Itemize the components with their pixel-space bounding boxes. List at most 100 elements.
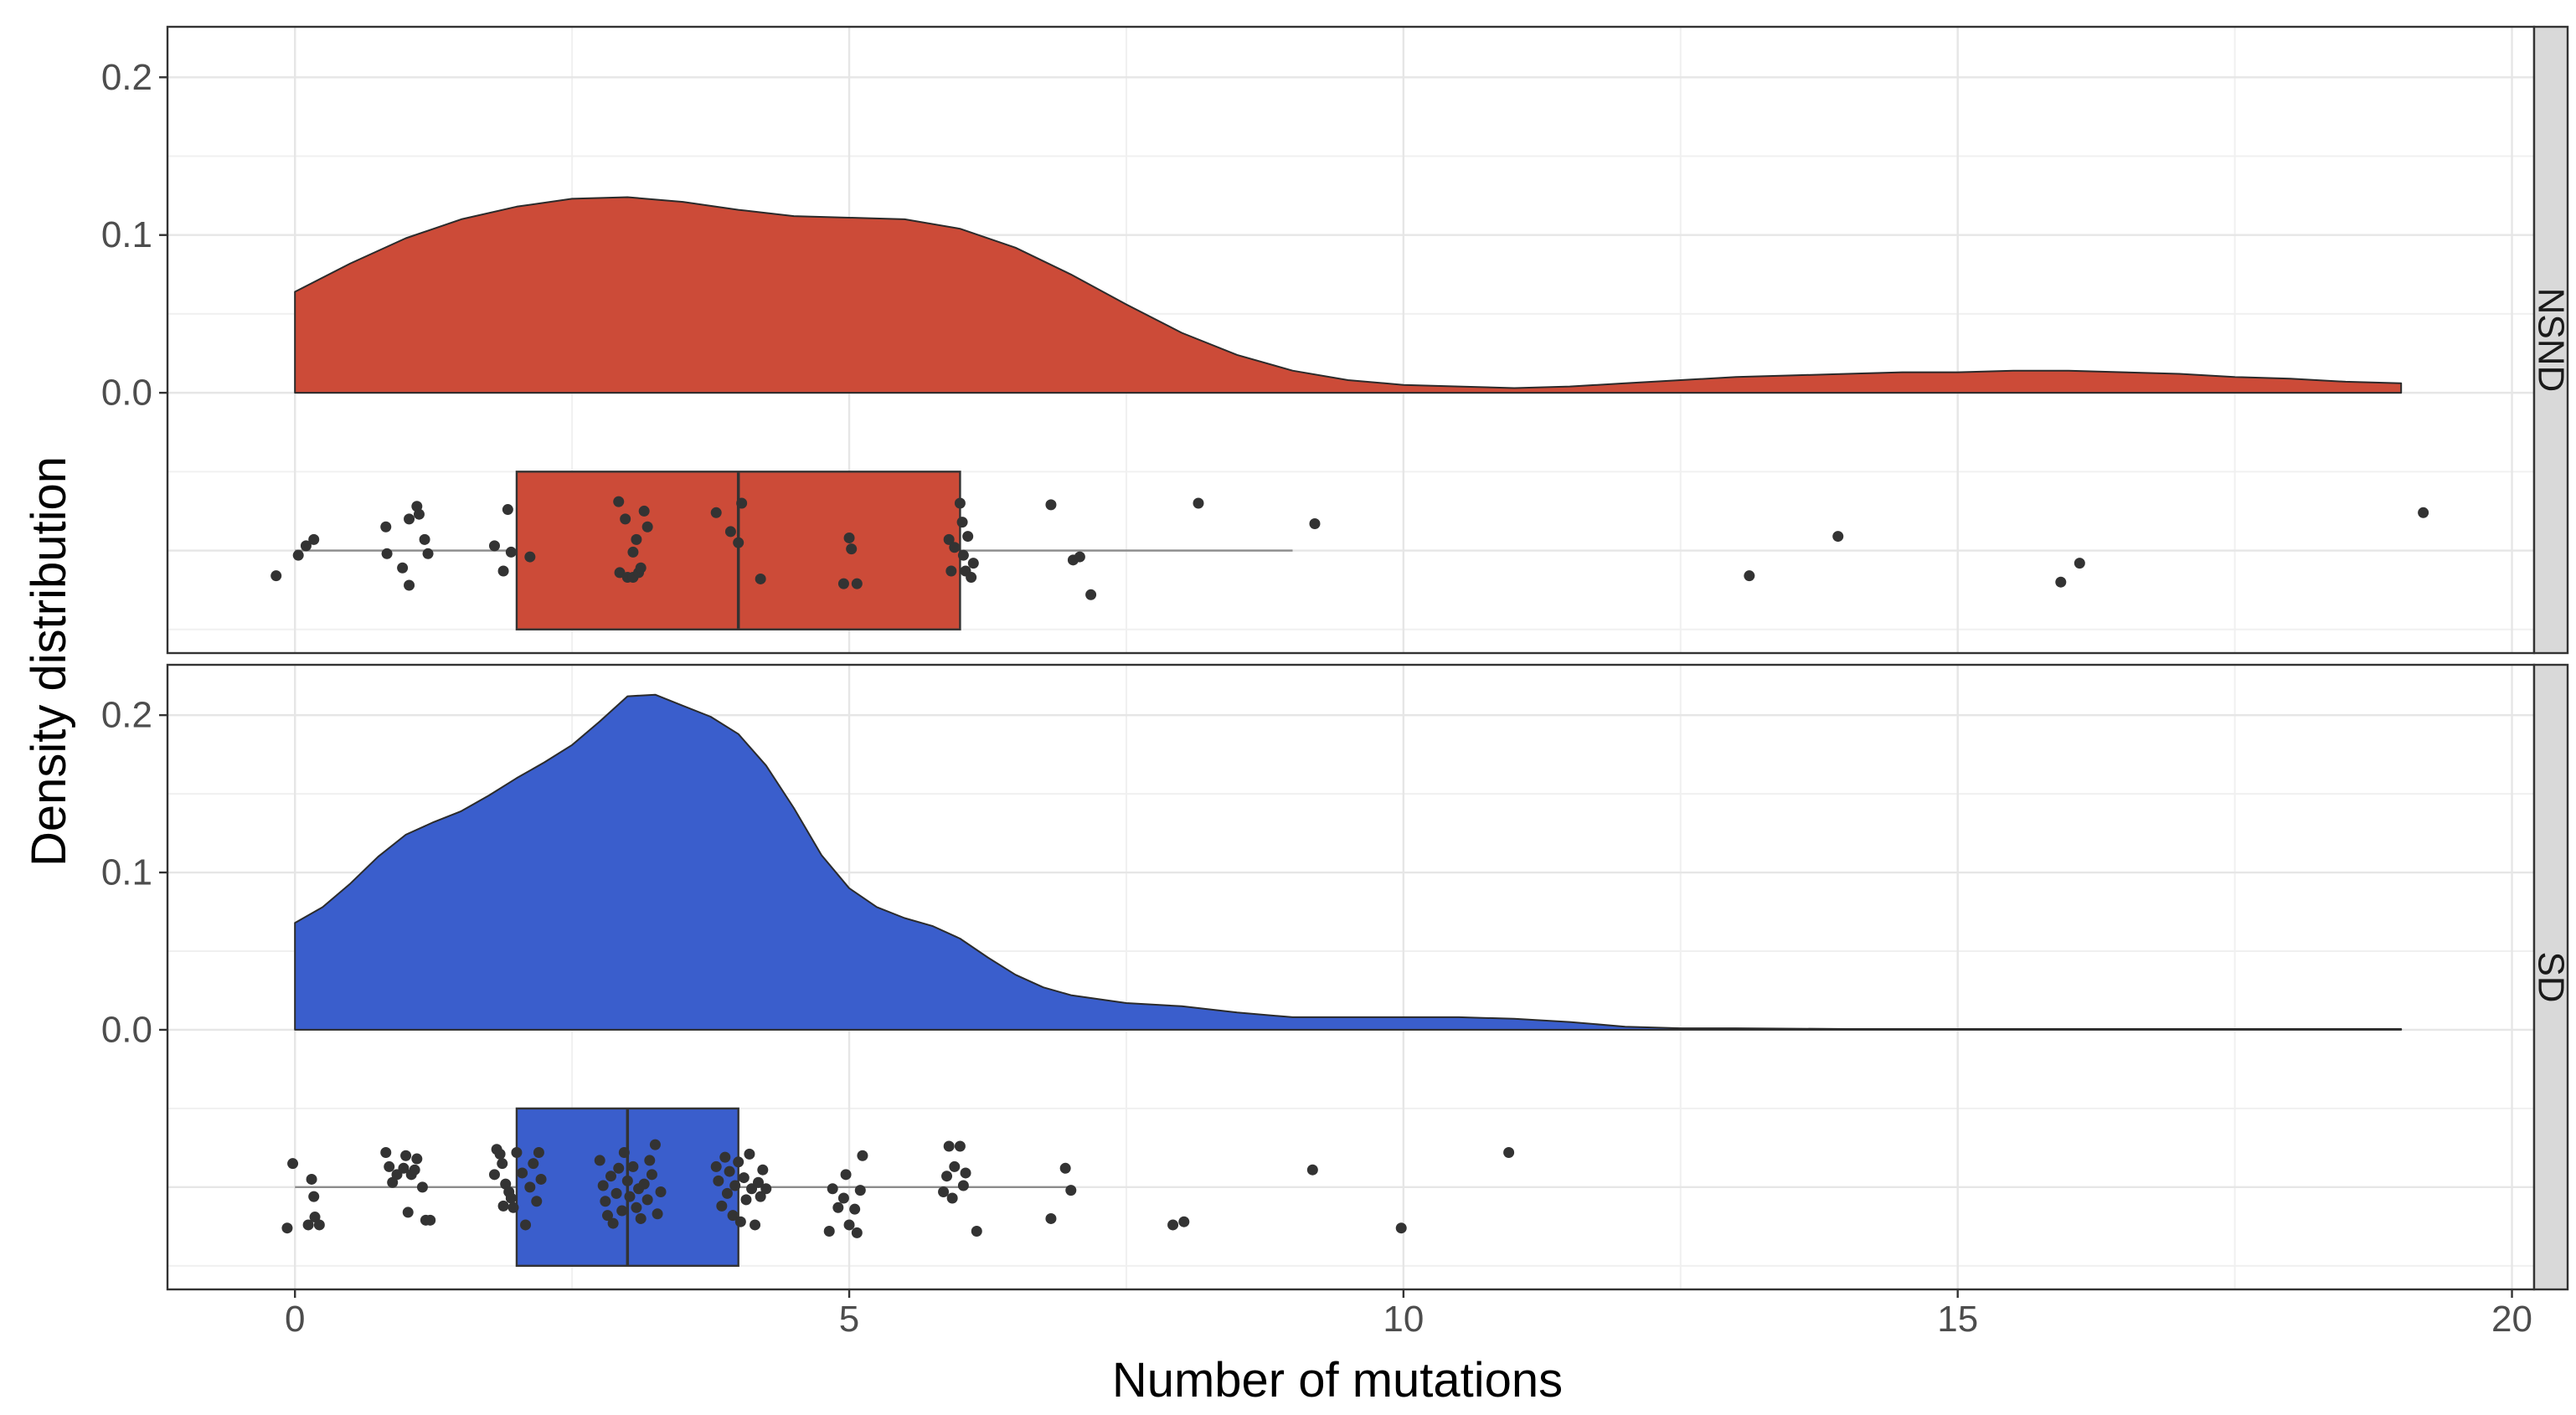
data-point <box>300 540 312 552</box>
data-point <box>719 1151 731 1163</box>
data-point <box>967 558 979 569</box>
panel-nsnd: NSND 0.0 0.1 0.2 <box>101 25 2572 655</box>
density-area <box>294 693 2403 1031</box>
data-point <box>380 1147 392 1159</box>
data-point <box>505 546 517 558</box>
y-axis-title: Density distribution <box>22 456 76 867</box>
data-point <box>971 1225 982 1237</box>
data-point <box>1045 1212 1057 1224</box>
data-point <box>641 521 653 533</box>
data-point <box>511 1147 523 1159</box>
data-point <box>605 1171 616 1182</box>
data-point <box>740 1194 752 1206</box>
data-point <box>409 1164 420 1176</box>
data-point <box>631 1201 642 1213</box>
data-point <box>846 543 858 555</box>
facet-strip-label: NSND <box>2531 288 2572 393</box>
data-point <box>960 1167 971 1179</box>
data-point <box>744 1148 755 1160</box>
facet-strip <box>2532 663 2569 1291</box>
data-point <box>736 497 748 509</box>
data-point <box>413 508 425 520</box>
x-tick-label: 5 <box>839 1299 859 1340</box>
data-point <box>957 1180 969 1191</box>
data-point <box>1045 499 1057 511</box>
data-point <box>1306 1164 1318 1176</box>
data-point <box>524 551 536 563</box>
data-point <box>533 1147 544 1159</box>
data-point <box>380 521 392 533</box>
data-point <box>1065 1185 1077 1196</box>
data-point <box>2418 507 2429 518</box>
data-point <box>652 1208 663 1220</box>
data-point <box>488 540 500 552</box>
data-point <box>535 1173 547 1185</box>
data-point <box>416 1181 428 1193</box>
x-tick-label: 0 <box>285 1299 305 1340</box>
data-point <box>760 1183 772 1195</box>
data-point <box>1395 1222 1407 1234</box>
data-point <box>849 1203 861 1215</box>
data-point <box>755 1191 766 1202</box>
data-point <box>644 1155 656 1166</box>
data-point <box>270 570 282 582</box>
data-point <box>733 1156 744 1168</box>
data-point <box>954 497 966 509</box>
data-point <box>313 1219 325 1231</box>
data-point <box>956 517 968 528</box>
data-point <box>494 1148 506 1160</box>
data-point <box>733 537 744 548</box>
data-point <box>840 1169 852 1181</box>
data-point <box>941 1171 953 1182</box>
data-point <box>302 1219 314 1231</box>
data-point <box>520 1219 532 1231</box>
data-point <box>724 1165 735 1177</box>
data-point <box>851 1227 863 1238</box>
facet-strip <box>2532 25 2569 655</box>
data-point <box>306 1173 317 1185</box>
data-point <box>507 1201 519 1213</box>
data-point <box>631 533 642 545</box>
data-point <box>962 531 974 543</box>
data-point <box>627 1160 639 1172</box>
y-tick-label: 0.2 <box>101 57 152 98</box>
data-point <box>621 1175 633 1186</box>
data-point <box>624 1191 636 1202</box>
data-point <box>843 1219 855 1231</box>
data-point <box>308 533 320 545</box>
data-point <box>949 1160 961 1172</box>
data-point <box>404 513 415 525</box>
data-point <box>938 1186 950 1197</box>
data-point <box>488 1169 500 1181</box>
data-point <box>966 572 977 584</box>
data-point <box>655 1186 667 1197</box>
panels-layer: NSND 0.0 0.1 0.2 SD 0.0 0.1 0.2 0 5 10 15 20 <box>101 25 2572 1340</box>
data-point <box>425 1214 436 1226</box>
data-point <box>949 542 961 553</box>
data-point <box>287 1158 299 1170</box>
data-point <box>724 526 736 538</box>
data-point <box>943 1140 955 1152</box>
y-tick-label: 0.1 <box>101 214 152 255</box>
data-point <box>517 1167 528 1179</box>
data-point <box>734 1216 746 1227</box>
data-point <box>281 1222 293 1234</box>
data-point <box>857 1150 868 1161</box>
data-point <box>419 533 430 545</box>
y-tick-label: 0.0 <box>101 1009 152 1050</box>
data-point <box>646 1169 657 1181</box>
data-point <box>945 565 957 577</box>
data-point <box>497 565 509 577</box>
data-point <box>422 548 434 559</box>
data-point <box>402 1207 414 1218</box>
data-point <box>497 1158 508 1170</box>
data-point <box>613 1162 625 1174</box>
y-tick-label: 0.0 <box>101 373 152 414</box>
data-point <box>1074 551 1085 563</box>
data-point <box>611 1187 622 1199</box>
data-point <box>713 1175 724 1186</box>
data-point <box>1193 497 1204 509</box>
data-point <box>524 1181 536 1193</box>
panel-sd: SD 0.0 0.1 0.2 <box>101 663 2572 1291</box>
